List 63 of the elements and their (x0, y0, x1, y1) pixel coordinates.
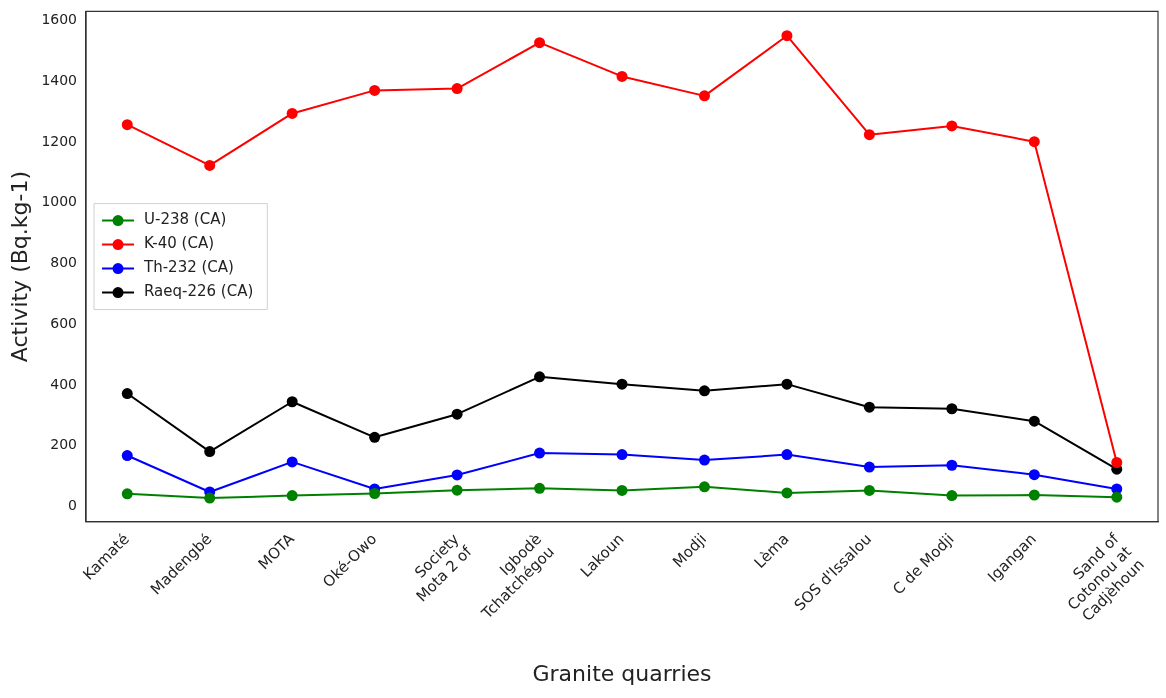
point (698, 90, 710, 102)
y-axis-title: Activity (Bq.kg-1) (6, 171, 32, 363)
y-tick-label: 1000 (41, 193, 78, 210)
y-tick-label: 600 (50, 314, 78, 331)
point (204, 492, 216, 504)
point (863, 401, 875, 413)
point (698, 454, 710, 466)
point (616, 449, 628, 461)
point (286, 490, 298, 502)
y-tick-label: 200 (50, 436, 78, 453)
point (286, 107, 298, 119)
point (781, 487, 793, 499)
point (1028, 469, 1040, 481)
legend-label: U-238 (CA) (144, 210, 227, 229)
point (121, 119, 133, 131)
legend-label: K-40 (CA) (144, 234, 214, 253)
point (1028, 415, 1040, 427)
point (946, 490, 958, 502)
point (451, 83, 463, 95)
y-tick-label: 400 (50, 375, 78, 392)
point (204, 159, 216, 171)
point (863, 129, 875, 141)
point (121, 388, 133, 400)
point (286, 456, 298, 468)
point (698, 481, 710, 493)
point (781, 30, 793, 42)
y-tick-label: 1400 (41, 71, 78, 88)
y-tick-label: 800 (50, 254, 78, 271)
point (204, 446, 216, 458)
x-axis-title: Granite quarries (532, 660, 712, 686)
point (534, 37, 546, 49)
point (616, 70, 628, 82)
point (451, 469, 463, 481)
point (451, 408, 463, 420)
point (781, 378, 793, 390)
point (863, 461, 875, 473)
point (286, 396, 298, 408)
point (121, 450, 133, 462)
point (534, 447, 546, 459)
y-tick-label: 0 (68, 497, 78, 514)
point (616, 378, 628, 390)
point (946, 403, 958, 415)
point (369, 487, 381, 499)
point (863, 484, 875, 496)
point (1028, 489, 1040, 501)
point (781, 449, 793, 461)
point (1028, 136, 1040, 148)
point (534, 371, 546, 383)
point (616, 484, 628, 496)
point (946, 459, 958, 471)
y-tick-label: 1600 (41, 11, 78, 28)
point (946, 120, 958, 132)
y-tick-label: 1200 (41, 132, 78, 149)
point (698, 385, 710, 397)
point (369, 84, 381, 96)
point (1111, 491, 1123, 503)
point (1111, 457, 1123, 469)
legend-label: Raeq-226 (CA) (144, 282, 254, 301)
legend-label: Th-232 (CA) (143, 258, 234, 277)
point (121, 488, 133, 500)
point (369, 431, 381, 443)
point (534, 482, 546, 494)
point (451, 484, 463, 496)
